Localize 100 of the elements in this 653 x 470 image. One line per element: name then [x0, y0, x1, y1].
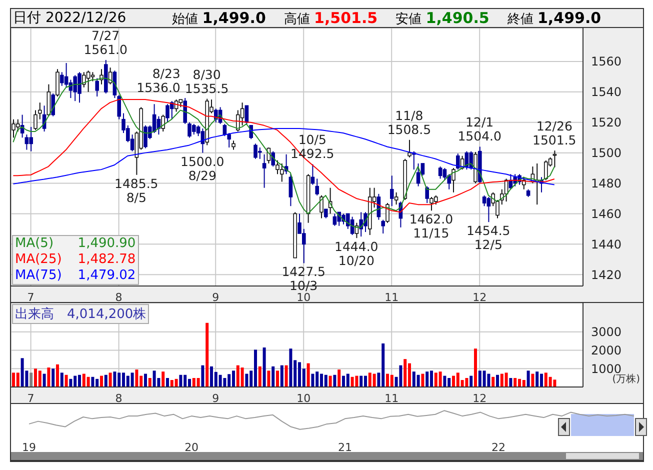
bar	[196, 378, 200, 387]
candlestick	[271, 150, 275, 168]
candlestick	[544, 160, 548, 181]
candlestick	[386, 202, 390, 224]
bar	[30, 372, 33, 387]
bar	[306, 363, 310, 387]
candlestick	[16, 118, 20, 132]
annotation: 12/26 1501.5	[532, 118, 576, 148]
annotation: 11/8 1508.5	[387, 108, 432, 137]
bar	[272, 366, 275, 387]
bar	[526, 370, 530, 387]
candlestick	[227, 132, 231, 148]
candlestick	[390, 175, 394, 207]
x-tick-label: 11	[384, 290, 399, 304]
y-tick-label: 1460	[591, 206, 622, 221]
bar	[86, 376, 90, 387]
bar	[69, 378, 72, 387]
bar	[509, 378, 512, 387]
bar	[350, 376, 354, 387]
candlestick	[394, 192, 398, 206]
bar	[174, 378, 178, 387]
candlestick	[29, 126, 33, 152]
annotation: 8/23 1536.0	[136, 66, 180, 96]
bar	[372, 374, 376, 387]
bar	[223, 378, 226, 387]
bar	[514, 378, 517, 387]
bar	[262, 347, 266, 387]
x-tick-label: 7	[27, 392, 34, 405]
candlestick	[315, 178, 319, 196]
x-tick-label: 10	[296, 392, 311, 405]
annotation: 1454.5 12/5	[466, 223, 510, 252]
candlestick	[236, 110, 240, 132]
candlestick	[51, 92, 55, 117]
bar	[91, 376, 94, 387]
bar	[258, 366, 262, 387]
bar	[482, 370, 486, 387]
annotation: 1462.0 11/15	[409, 212, 454, 241]
bar	[311, 374, 314, 387]
bar	[324, 374, 328, 387]
x-tick-label: 9	[212, 392, 220, 405]
candlestick	[95, 78, 99, 97]
candlestick	[469, 150, 473, 170]
bar	[201, 365, 204, 387]
bar	[487, 374, 490, 387]
candlestick	[416, 162, 420, 187]
bar	[421, 374, 424, 387]
x-tick-label: 8	[115, 290, 122, 304]
candlestick	[244, 105, 249, 124]
bar	[404, 359, 407, 387]
bar	[496, 374, 499, 387]
bar	[284, 365, 288, 387]
y-tick-label: 1480	[591, 176, 622, 191]
candlestick	[82, 72, 86, 88]
bar	[162, 372, 165, 387]
bar	[152, 370, 156, 387]
bar	[474, 348, 477, 387]
bar	[548, 376, 552, 387]
x-tick-label: 12	[472, 392, 487, 405]
bar	[328, 376, 332, 387]
bar	[267, 370, 270, 387]
candlestick	[24, 134, 29, 150]
candlestick	[381, 219, 385, 234]
bar	[504, 372, 508, 387]
header: 日付 2022/12/26 始値 1,499.0 高値 1,501.5 安値 1,490.5 終値 1,499.0	[11, 9, 643, 28]
candlestick	[408, 139, 412, 158]
annotation: 12/1 1504.0	[458, 114, 502, 144]
bar	[360, 376, 363, 387]
bar	[355, 376, 358, 387]
bar	[100, 376, 103, 387]
bar	[416, 374, 420, 387]
bar	[333, 374, 336, 387]
y-tick-label: 1520	[591, 116, 622, 130]
bar	[276, 370, 279, 387]
bar	[206, 322, 209, 387]
bar	[426, 372, 429, 387]
annotation: 7/27 1561.0	[84, 28, 128, 57]
y-tick-label: 1000	[591, 362, 622, 376]
x-tick-label: 11	[384, 392, 399, 405]
y-tick-label: 1420	[591, 268, 622, 282]
candlestick	[438, 166, 442, 180]
text: MA(75) 1,479.02	[15, 268, 136, 283]
candlestick	[60, 72, 64, 86]
candlestick	[232, 140, 236, 150]
bar	[245, 374, 248, 387]
bar	[240, 368, 244, 387]
candlestick	[161, 114, 165, 132]
bar	[280, 365, 284, 387]
bar	[438, 372, 442, 387]
bar	[42, 374, 46, 387]
bar	[390, 374, 394, 387]
x-tick-label: 21	[338, 440, 352, 454]
candlestick	[452, 168, 456, 193]
candlestick	[56, 68, 60, 97]
bar	[492, 376, 495, 387]
text: MA(5) 1,490.90	[15, 236, 136, 251]
bar	[113, 372, 116, 387]
annotation: 1500.0 8/29	[180, 154, 224, 183]
bar	[553, 380, 556, 387]
bar	[346, 374, 350, 387]
bar	[531, 374, 534, 387]
